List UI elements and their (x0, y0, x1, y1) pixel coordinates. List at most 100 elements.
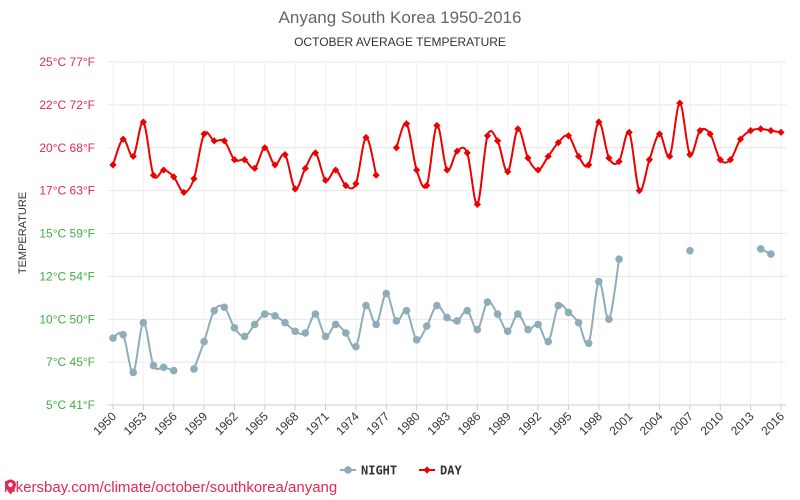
data-point-night[interactable] (129, 368, 138, 377)
data-point-night[interactable] (250, 320, 259, 329)
data-point-night[interactable] (615, 255, 623, 264)
data-point-day[interactable] (230, 156, 239, 164)
data-point-day[interactable] (504, 168, 512, 176)
data-point-day[interactable] (109, 161, 117, 169)
data-point-day[interactable] (777, 128, 785, 136)
data-point-day[interactable] (261, 144, 269, 152)
data-point-day[interactable] (149, 171, 158, 179)
data-point-night[interactable] (210, 306, 219, 315)
data-point-day[interactable] (413, 166, 421, 174)
data-point-night[interactable] (311, 310, 320, 318)
data-point-night[interactable] (139, 318, 148, 327)
data-point-night[interactable] (301, 329, 310, 337)
data-point-day[interactable] (311, 149, 320, 157)
data-point-day[interactable] (291, 185, 299, 193)
data-point-night[interactable] (109, 334, 117, 342)
data-point-day[interactable] (473, 200, 481, 208)
data-point-day[interactable] (463, 149, 471, 157)
data-point-night[interactable] (271, 312, 279, 320)
data-point-day[interactable] (251, 164, 259, 172)
data-point-night[interactable] (412, 336, 421, 344)
data-point-night[interactable] (362, 301, 370, 310)
data-point-day[interactable] (686, 151, 694, 159)
data-point-day[interactable] (332, 166, 340, 174)
data-point-day[interactable] (726, 156, 734, 164)
data-point-day[interactable] (119, 135, 127, 143)
data-point-day[interactable] (200, 130, 208, 138)
data-point-night[interactable] (514, 310, 522, 318)
data-point-night[interactable] (473, 325, 482, 334)
data-point-night[interactable] (382, 289, 391, 298)
data-point-night[interactable] (240, 332, 249, 341)
data-point-day[interactable] (757, 125, 765, 133)
data-point-day[interactable] (605, 154, 613, 162)
data-point-night[interactable] (331, 320, 340, 329)
data-point-night[interactable] (433, 301, 441, 310)
data-point-night[interactable] (119, 330, 127, 339)
data-point-night[interactable] (534, 320, 542, 329)
data-point-day[interactable] (220, 137, 228, 145)
data-point-day[interactable] (625, 128, 633, 136)
data-point-day[interactable] (716, 156, 724, 164)
data-point-day[interactable] (514, 125, 522, 133)
data-point-day[interactable] (666, 152, 674, 160)
data-point-day[interactable] (544, 152, 552, 160)
data-point-day[interactable] (585, 161, 593, 169)
data-point-day[interactable] (655, 130, 664, 138)
data-point-day[interactable] (301, 164, 309, 172)
data-point-day[interactable] (747, 127, 755, 135)
data-point-day[interactable] (392, 144, 400, 152)
data-point-day[interactable] (706, 130, 714, 138)
data-point-night[interactable] (149, 361, 158, 370)
data-point-night[interactable] (463, 306, 472, 315)
data-point-day[interactable] (271, 161, 279, 169)
data-point-night[interactable] (453, 317, 461, 325)
footer-url[interactable]: hikersbay.com/climate/october/southkorea… (4, 479, 338, 496)
data-point-day[interactable] (595, 118, 603, 126)
data-point-night[interactable] (483, 298, 492, 306)
data-point-night[interactable] (756, 245, 765, 253)
data-point-day[interactable] (160, 166, 168, 174)
data-point-day[interactable] (645, 156, 654, 164)
data-point-night[interactable] (686, 246, 694, 255)
data-point-day[interactable] (190, 175, 198, 183)
data-point-night[interactable] (281, 318, 289, 327)
data-point-night[interactable] (352, 342, 360, 351)
data-point-night[interactable] (230, 324, 239, 332)
data-point-day[interactable] (574, 152, 583, 160)
data-point-day[interactable] (180, 188, 188, 196)
data-point-day[interactable] (372, 171, 380, 179)
data-point-night[interactable] (321, 332, 330, 341)
data-point-day[interactable] (635, 187, 643, 195)
data-point-night[interactable] (220, 303, 229, 312)
data-point-day[interactable] (696, 127, 704, 135)
data-point-day[interactable] (240, 156, 249, 164)
data-point-day[interactable] (139, 118, 147, 126)
data-point-day[interactable] (352, 180, 360, 188)
data-point-night[interactable] (291, 327, 299, 336)
data-point-day[interactable] (210, 137, 218, 145)
data-point-day[interactable] (564, 132, 573, 140)
data-point-day[interactable] (453, 147, 461, 155)
legend-item-day[interactable]: DAY (419, 464, 462, 478)
data-point-night[interactable] (605, 315, 613, 324)
data-point-day[interactable] (170, 173, 178, 181)
data-point-day[interactable] (615, 157, 623, 166)
data-point-day[interactable] (494, 137, 502, 145)
data-point-day[interactable] (433, 121, 441, 130)
legend-item-night[interactable]: NIGHT (340, 464, 397, 478)
data-point-night[interactable] (422, 322, 431, 330)
data-point-day[interactable] (554, 139, 562, 147)
data-point-night[interactable] (402, 306, 411, 315)
data-point-night[interactable] (767, 250, 775, 258)
data-point-day[interactable] (524, 154, 532, 162)
data-point-day[interactable] (736, 135, 745, 143)
data-point-day[interactable] (402, 120, 411, 128)
data-point-night[interactable] (554, 301, 563, 310)
legend[interactable]: NIGHT DAY (340, 464, 462, 478)
data-point-night[interactable] (190, 365, 198, 373)
data-point-night[interactable] (159, 363, 168, 372)
data-point-day[interactable] (443, 166, 451, 174)
data-point-night[interactable] (493, 310, 502, 318)
data-point-day[interactable] (129, 152, 137, 160)
